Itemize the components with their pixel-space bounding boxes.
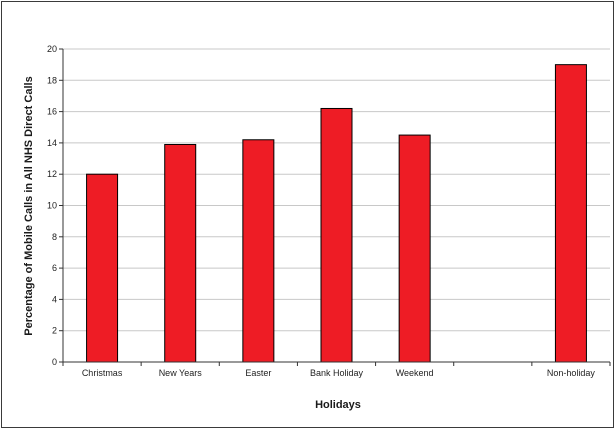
x-tick-label: Bank Holiday: [310, 368, 364, 378]
y-tick-label: 6: [52, 263, 57, 273]
y-tick-label: 12: [47, 169, 57, 179]
y-tick-label: 4: [52, 294, 57, 304]
y-tick-label: 2: [52, 326, 57, 336]
y-tick-labels: 0 2 4 6 8 10 12 14 16 18 20: [47, 44, 57, 367]
y-tick-label: 18: [47, 75, 57, 85]
y-tick-label: 20: [47, 44, 57, 54]
bar-christmas: [86, 173, 119, 363]
x-tick-label: Non-holiday: [547, 368, 596, 378]
gridlines: [63, 48, 610, 332]
y-tick-label: 14: [47, 138, 57, 148]
y-tick-label: 10: [47, 201, 57, 211]
x-tick-label: New Years: [159, 368, 203, 378]
bar-easter: [242, 139, 275, 363]
x-tick-label: Christmas: [82, 368, 123, 378]
x-axis-title: Holidays: [315, 399, 361, 411]
bar-non-holiday: [554, 64, 587, 363]
y-tick-label: 8: [52, 232, 57, 242]
bars: [86, 64, 587, 363]
y-tick-label: 0: [52, 357, 57, 367]
y-axis-title: Percentage of Mobile Calls in All NHS Di…: [23, 76, 35, 335]
x-tick-label: Weekend: [396, 368, 434, 378]
x-tick-label: Easter: [245, 368, 271, 378]
bar-bank-holiday: [320, 107, 353, 363]
x-tick-labels: Christmas New Years Easter Bank Holiday Week…: [82, 368, 596, 378]
y-tick-label: 16: [47, 107, 57, 117]
axes: [59, 48, 611, 366]
bar-new-years: [164, 143, 197, 363]
bar-weekend: [398, 134, 431, 363]
